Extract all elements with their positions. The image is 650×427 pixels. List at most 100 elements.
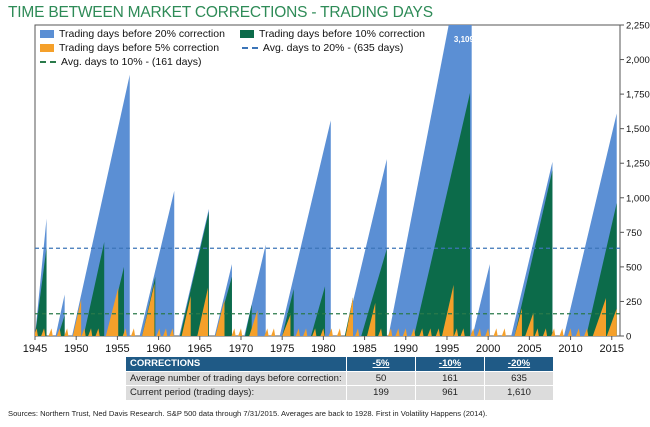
legend-label-10pct: Trading days before 10% correction: [259, 28, 425, 40]
legend-label-avg10: Avg. days to 10% - (161 days): [61, 56, 202, 68]
area-5pct: [282, 314, 291, 336]
area-5pct-small: [41, 328, 46, 336]
y-axis: 0 250 500 750 1,000 1,250 1,500 1,750 2,000 2,250: [620, 21, 650, 343]
area-5pct: [525, 312, 534, 336]
area-5pct-small: [378, 328, 383, 336]
table-row: Average number of trading days before co…: [125, 370, 554, 386]
area-20pct: [139, 190, 175, 336]
x-tick-label: 1970: [229, 343, 253, 355]
table-cell: 50: [346, 370, 416, 386]
area-5pct-small: [559, 328, 564, 336]
area-5pct-small: [411, 328, 416, 336]
area-5pct-small: [427, 328, 432, 336]
area-10pct: [58, 315, 65, 336]
legend-item-avg10: Avg. days to 10% - (161 days): [40, 56, 244, 68]
area-5pct-small: [435, 328, 440, 336]
table-cell: 635: [484, 370, 554, 386]
area-5pct-small: [477, 328, 482, 336]
legend-item-5pct: Trading days before 5% correction: [40, 42, 242, 54]
area-5pct: [72, 299, 82, 336]
area-10pct: [282, 289, 294, 336]
x-tick-label: 1990: [394, 343, 418, 355]
x-tick-label: 1965: [188, 343, 212, 355]
area-5pct: [442, 284, 454, 336]
legend-label-20pct: Trading days before 20% correction: [59, 28, 225, 40]
area-5pct: [197, 287, 209, 336]
area-5pct-small: [95, 328, 100, 336]
y-tick-label: 1,250: [626, 159, 650, 170]
area-5pct-small: [231, 328, 236, 336]
area-5pct: [215, 300, 225, 336]
legend-swatch-10pct: [240, 30, 255, 38]
area-5pct-small: [542, 328, 548, 336]
area-5pct-small: [470, 328, 475, 336]
source-note: Sources: Northern Trust, Ned Davis Resea…: [8, 409, 488, 418]
area-5pct-small: [320, 328, 325, 336]
area-5pct-small: [460, 328, 465, 336]
area-5pct: [181, 295, 191, 336]
area-5pct-small: [551, 328, 556, 336]
legend-swatch-5pct: [40, 44, 54, 52]
area-5pct-small: [81, 328, 86, 336]
area-5pct-small: [48, 328, 53, 336]
legend-swatch-20pct: [40, 30, 54, 38]
area-20pct: [279, 120, 331, 336]
area-10pct: [180, 211, 209, 336]
area-5pct: [142, 283, 155, 336]
y-tick-label: 500: [626, 262, 642, 273]
area-5pct-small: [156, 328, 161, 336]
table-header-corrections: CORRECTIONS: [125, 356, 347, 372]
y-tick-label: 1,500: [626, 124, 650, 135]
area-5pct-small: [295, 328, 300, 336]
area-10pct: [414, 92, 471, 336]
area-5pct-small: [493, 328, 498, 336]
area-5pct-small: [336, 328, 342, 336]
table-header-5pct: -5%: [346, 356, 416, 372]
area-5pct-small: [402, 328, 408, 336]
x-tick-label: 1995: [435, 343, 459, 355]
area-10pct: [586, 203, 617, 336]
area-5pct-small: [56, 328, 61, 336]
area-5pct-small: [88, 328, 93, 336]
area-5pct-small: [271, 328, 276, 336]
legend-label-avg20: Avg. days to 20% - (635 days): [262, 42, 404, 54]
series-5pct: [35, 283, 617, 336]
x-tick-label: 1985: [352, 343, 376, 355]
annotation: 3,109 days: [454, 35, 495, 44]
legend-item-avg20: Avg. days to 20% - (635 days): [241, 42, 425, 54]
area-5pct: [249, 310, 258, 336]
area-5pct: [514, 308, 522, 336]
corrections-table: CORRECTIONS -5% -10% -20% Average number…: [125, 356, 554, 401]
area-5pct-small: [238, 328, 243, 336]
legend-dash-avg10: [40, 61, 56, 63]
area-5pct-small: [122, 328, 127, 336]
area-5pct-small: [130, 328, 136, 336]
area-5pct-small: [388, 328, 393, 336]
area-5pct-small: [303, 328, 308, 336]
x-tick-label: 1955: [105, 343, 129, 355]
area-5pct-small: [395, 328, 400, 336]
table-header-20pct: -20%: [484, 356, 554, 372]
area-5pct-small: [355, 328, 360, 336]
y-tick-label: 1,750: [626, 90, 650, 101]
area-10pct: [311, 286, 326, 336]
table-cell-label: Current period (trading days):: [125, 385, 347, 401]
area-5pct-small: [35, 328, 38, 336]
x-tick-label: 1975: [270, 343, 294, 355]
area-5pct-small: [419, 328, 424, 336]
area-5pct-small: [163, 328, 168, 336]
legend-dash-avg20: [241, 47, 258, 49]
area-5pct-small: [485, 328, 490, 336]
area-5pct-small: [264, 328, 269, 336]
table-cell: 161: [415, 370, 485, 386]
area-5pct-small: [328, 328, 333, 336]
y-tick-label: 250: [626, 297, 642, 308]
x-tick-label: 2000: [476, 343, 500, 355]
annotation-label: 3,109 days: [454, 35, 495, 44]
table-cell: 961: [415, 385, 485, 401]
area-5pct-small: [64, 328, 69, 336]
area-10pct: [83, 242, 105, 336]
y-tick-label: 750: [626, 228, 642, 239]
y-tick-label: 2,250: [626, 21, 650, 32]
table-header-row: CORRECTIONS -5% -10% -20%: [125, 356, 554, 372]
